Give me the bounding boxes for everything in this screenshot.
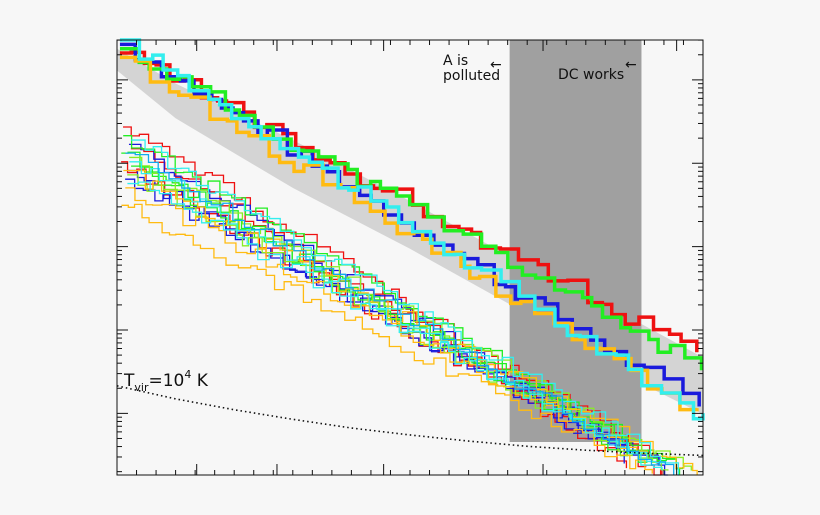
thin-series-line-10 — [129, 156, 692, 471]
tvir-equals: =10 — [148, 371, 184, 391]
thin-series-line-16 — [129, 161, 663, 471]
tvir-threshold-curve — [116, 385, 704, 457]
thick-series-layer — [119, 38, 705, 421]
thick-series-green — [119, 46, 704, 371]
shaded-region-layer — [509, 40, 642, 442]
annotation-dc-works: DC works — [558, 67, 624, 83]
thick-series-cyan — [119, 38, 705, 421]
thin-series-line-6 — [125, 178, 661, 461]
tvir-exponent: 4 — [184, 368, 191, 381]
arrow-left-icon: ← — [625, 57, 637, 73]
annotation-polluted: polluted — [443, 68, 500, 84]
thin-series-line-14 — [121, 203, 653, 474]
arrow-left-icon: ← — [490, 57, 502, 73]
annotations: A is ← polluted DC works ← Tvir=104 K — [123, 53, 637, 394]
thin-series-line-17 — [127, 181, 680, 476]
threshold-curve-layer — [116, 385, 704, 457]
annotation-a-is: A is — [443, 53, 468, 69]
tvir-symbol: T — [123, 371, 135, 391]
axes-frame — [116, 39, 704, 476]
thin-series-line-18 — [125, 152, 675, 475]
thin-series-layer — [121, 126, 698, 476]
dc-works-region — [509, 40, 642, 442]
tvir-subscript: vir — [134, 381, 149, 394]
tvir-unit: K — [191, 371, 208, 391]
tvir-label: Tvir=104 K — [123, 368, 209, 394]
